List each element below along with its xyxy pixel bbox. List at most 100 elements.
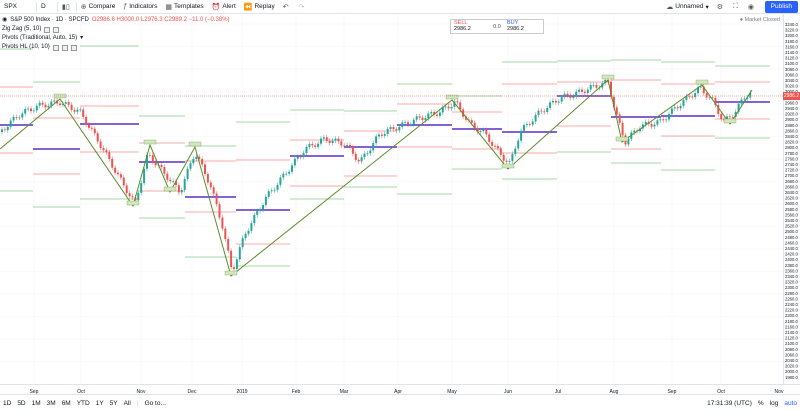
buy-label: BUY xyxy=(507,20,519,26)
alert-button[interactable]: ⏰ Alert xyxy=(208,0,240,14)
candle-body xyxy=(119,174,122,178)
indicators-button[interactable]: ƒ Indicators xyxy=(119,0,161,14)
templates-button[interactable]: ▦ Templates xyxy=(161,0,207,14)
pivot-hl-marker xyxy=(126,200,140,206)
range-ytd[interactable]: YTD xyxy=(76,400,90,407)
sell-button[interactable]: SELL 2986.2 xyxy=(451,20,490,33)
price-tick-label: 3020.0 xyxy=(785,84,798,89)
publish-button[interactable]: Publish xyxy=(764,1,798,13)
price-chart[interactable] xyxy=(0,14,783,384)
candle-body xyxy=(691,96,694,98)
range-1d[interactable]: 1D xyxy=(3,400,12,407)
divider xyxy=(36,1,37,12)
candle-body xyxy=(470,120,473,123)
indicator-row-pivots-hl[interactable]: Pivots HL (10, 10) xyxy=(2,43,230,52)
candle-body xyxy=(523,125,525,131)
candle-body xyxy=(505,160,508,162)
compare-button[interactable]: ⊕ Compare xyxy=(77,0,120,14)
time-tick-label: Apr xyxy=(394,389,402,395)
candle-body xyxy=(73,109,76,112)
candle-body xyxy=(662,119,665,121)
candle-body xyxy=(291,165,293,172)
candle-body xyxy=(456,101,459,103)
candle-body xyxy=(340,141,343,146)
candle-body xyxy=(656,120,659,125)
replay-label: Replay xyxy=(254,3,275,10)
buy-button[interactable]: BUY 2986.2 xyxy=(504,20,543,33)
chart-pane[interactable] xyxy=(0,14,783,384)
price-tick-label: 2780.0 xyxy=(785,151,798,156)
candle-body xyxy=(453,101,456,107)
range-5y[interactable]: 5Y xyxy=(109,400,118,407)
candle-body xyxy=(175,181,177,186)
layout-button[interactable]: ☁ Unnamed ▾ xyxy=(662,0,712,14)
candle-body xyxy=(308,143,311,147)
candle-body xyxy=(61,103,64,105)
price-tick-label: 3040.0 xyxy=(785,78,798,83)
candle-body xyxy=(76,109,79,112)
remove-toggle[interactable] xyxy=(70,44,77,51)
chevron-down-icon[interactable]: ▾ xyxy=(80,35,84,41)
candle-body xyxy=(392,127,395,130)
candle-body xyxy=(41,102,44,105)
auto-toggle[interactable]: auto xyxy=(784,400,797,407)
candle-body xyxy=(337,138,340,142)
settings-toggle[interactable] xyxy=(53,26,60,33)
replay-button[interactable]: ⏪ Replay xyxy=(240,0,279,14)
price-tick-label: 2400.0 xyxy=(785,257,798,262)
clock[interactable]: 17:31:39 (UTC) xyxy=(707,400,752,407)
candle-body xyxy=(479,131,482,133)
visibility-toggle[interactable] xyxy=(52,44,59,51)
settings-button[interactable]: ⚙ xyxy=(713,0,729,14)
candle-body xyxy=(688,95,691,97)
fullscreen-button[interactable]: ⛶ xyxy=(729,0,744,14)
symbol-title: S&P 500 Index · 1D · SPCFD xyxy=(10,17,89,23)
percent-toggle[interactable]: % xyxy=(757,400,764,407)
goto-button[interactable]: Go to... xyxy=(144,400,166,407)
candle-body xyxy=(99,141,102,148)
settings-toggle[interactable] xyxy=(61,44,68,51)
range-3m[interactable]: 3M xyxy=(46,400,56,407)
price-axis-labels: 3240.03220.03200.03180.03160.03140.03120… xyxy=(785,22,798,380)
range-all[interactable]: All xyxy=(123,400,131,407)
redo-button[interactable]: ↷ xyxy=(295,0,311,14)
time-tick-label: Oct xyxy=(77,389,85,395)
candle-body xyxy=(366,153,369,155)
visibility-toggle[interactable] xyxy=(44,26,51,33)
range-1m[interactable]: 1M xyxy=(31,400,41,407)
price-tick-label: 2760.0 xyxy=(785,156,798,161)
candle-body xyxy=(670,108,673,115)
price-tick-label: 2440.0 xyxy=(785,246,798,251)
pivot-hl-marker xyxy=(224,270,238,276)
range-6m[interactable]: 6M xyxy=(61,400,71,407)
candle-body xyxy=(566,93,569,96)
candle-body xyxy=(114,167,117,173)
price-tick-label: 3080.0 xyxy=(785,67,798,72)
price-axis[interactable]: 3240.0 3220.0 3200.0 3180.0 3160.0 3140.0 3120… xyxy=(783,14,800,384)
range-5d[interactable]: 5D xyxy=(17,400,26,407)
ohlc-values: O2986.6 H3000.0 L2976.3 C2989.2 −11.0 (−… xyxy=(92,16,230,25)
candle-body xyxy=(540,110,543,112)
candle-body xyxy=(496,146,499,149)
candle-body xyxy=(378,134,380,137)
time-tick-label: Nov xyxy=(137,389,146,395)
pivot-hl-marker xyxy=(163,186,177,192)
log-toggle[interactable]: log xyxy=(769,400,779,407)
candle-body xyxy=(610,81,612,97)
candle-body xyxy=(122,177,125,186)
symbol-legend-row[interactable]: ◉ S&P 500 Index · 1D · SPCFD O2986.6 H30… xyxy=(2,16,230,25)
indicator-row-zigzag[interactable]: Zig Zag (5, 10) xyxy=(2,25,230,34)
range-1y[interactable]: 1Y xyxy=(95,400,104,407)
undo-button[interactable]: ↶ xyxy=(279,0,295,14)
time-tick-label: Aug xyxy=(610,389,619,395)
chart-type-button[interactable]: ▮▯ xyxy=(58,0,76,14)
candle-body xyxy=(349,144,351,148)
candle-body xyxy=(383,134,386,136)
symbol-search[interactable]: SPX xyxy=(4,3,18,10)
snapshot-button[interactable]: ◉ xyxy=(744,0,760,14)
interval-button[interactable]: D xyxy=(41,3,46,10)
candle-body xyxy=(90,127,93,129)
indicator-row-pivots[interactable]: Pivots (Traditional, Auto, 15) ▾ xyxy=(2,34,230,43)
price-tick-label: 2180.0 xyxy=(785,319,798,324)
time-axis[interactable]: Sep Oct Nov Dec 2019 Feb Mar Apr May Jun Jul Aug Sep… xyxy=(0,384,800,395)
